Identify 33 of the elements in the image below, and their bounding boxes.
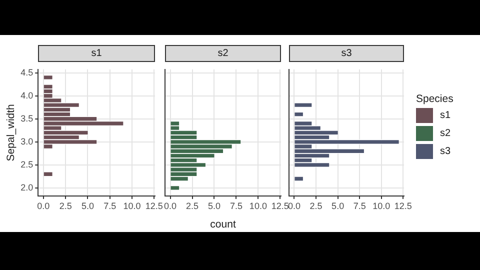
x-tick-label: 0.0 [164,200,177,211]
x-tick-label: 0.0 [37,200,50,211]
y-tick-label: 2.5 [20,159,34,170]
x-tick-label: 5.0 [208,200,220,211]
y-axis-title: Sepal_width [5,104,18,162]
legend-title: Species [416,93,454,105]
y-tick-label: 4.0 [20,90,34,100]
y-tick-label: 3.5 [20,113,34,124]
chart-title: s3 [289,45,404,62]
legend-label: s1 [440,110,451,121]
chart-title: s2 [165,45,282,62]
x-tick-label: 12.5 [271,200,289,211]
chart-title: s1 [38,45,156,62]
x-tick-label: 2.5 [59,200,72,211]
x-tick-label: 10.0 [372,200,390,211]
y-tick-label: 4.5 [20,67,34,78]
x-tick-label: 2.5 [310,200,322,211]
x-tick-label: 10.0 [123,200,141,211]
x-tick-label: 10.0 [249,200,267,211]
x-tick-label: 0.0 [288,200,300,211]
legend-label: s2 [440,128,451,139]
x-tick-label: 2.5 [186,200,199,211]
legend-label: s3 [440,146,451,157]
x-tick-label: 5.0 [332,200,344,211]
x-tick-label: 7.5 [353,200,366,211]
x-tick-label: 5.0 [81,200,94,211]
x-tick-label: 12.5 [394,200,412,211]
y-tick-label: 2.0 [20,182,34,192]
x-axis-title: count [210,218,236,231]
y-tick-label: 3.0 [20,136,34,146]
x-tick-label: 12.5 [145,200,163,211]
x-tick-label: 7.5 [230,200,242,211]
x-tick-label: 7.5 [104,200,116,211]
